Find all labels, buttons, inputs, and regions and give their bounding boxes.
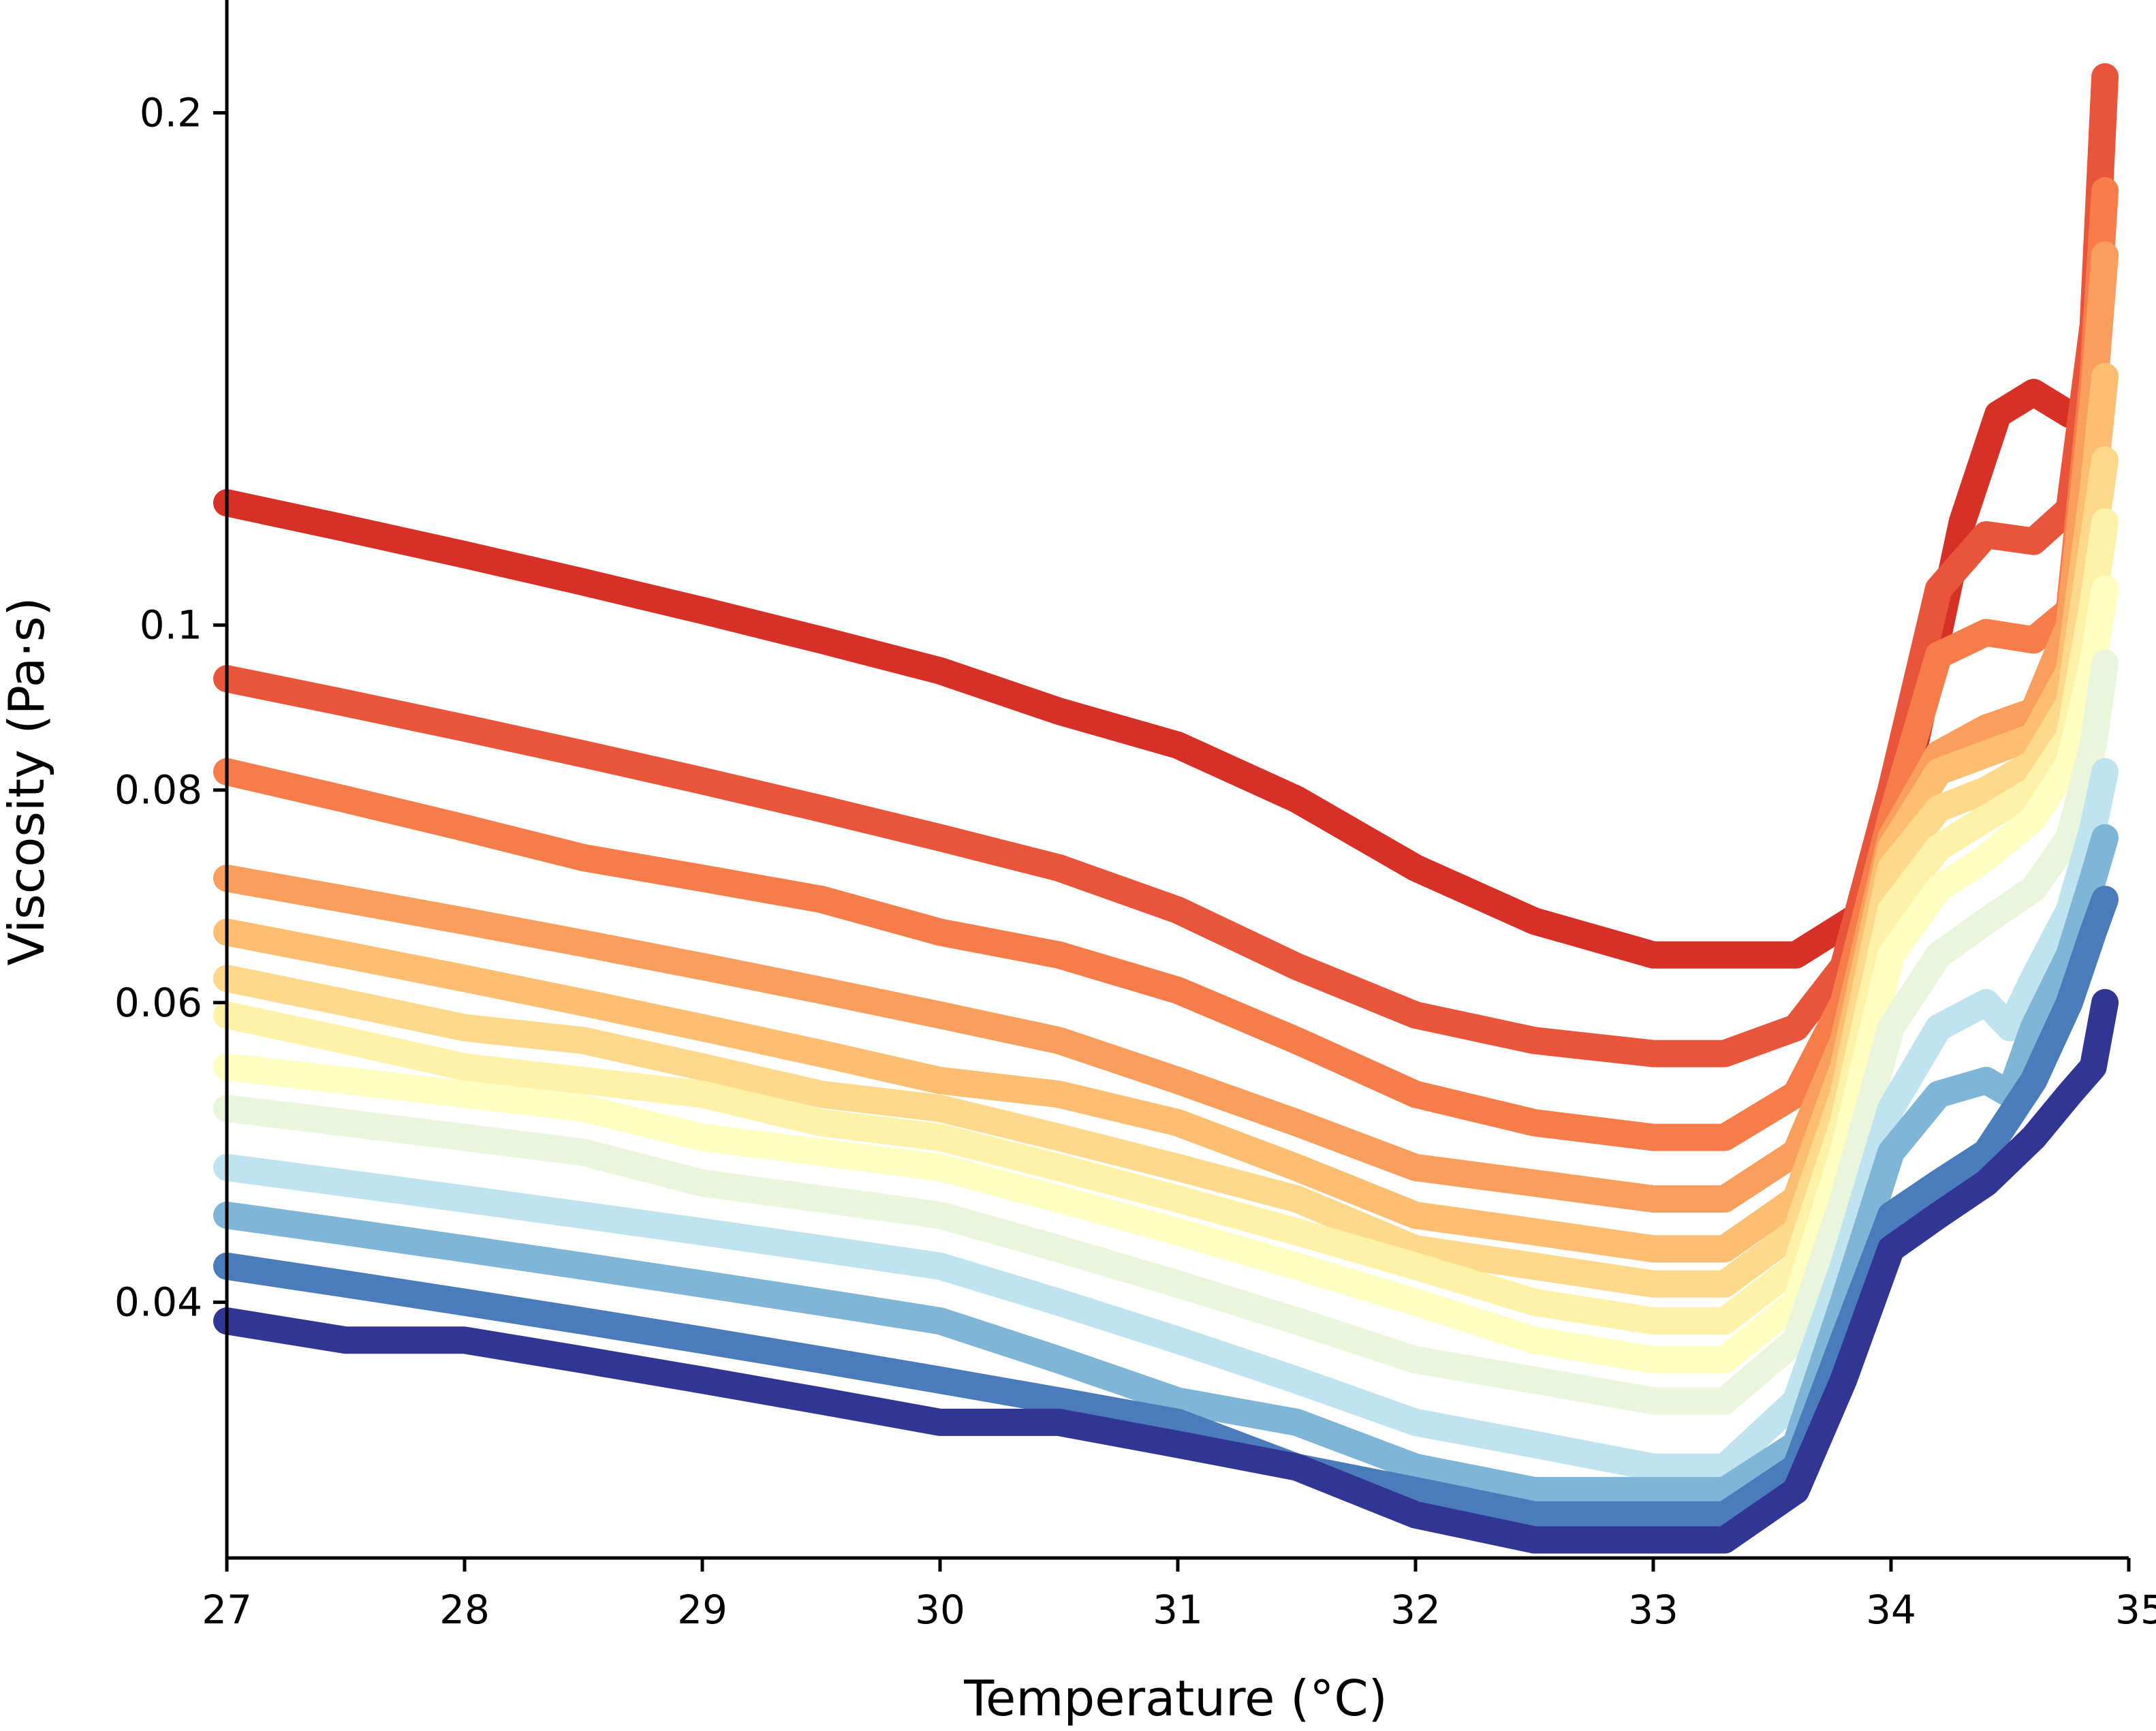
- series-line-4: [213, 241, 2119, 1213]
- x-tick-label: 29: [677, 1587, 728, 1633]
- x-tick-label: 35: [2115, 1587, 2156, 1633]
- series-line-1: [213, 379, 2107, 969]
- y-tick-label: 0.04: [114, 1279, 202, 1326]
- y-ticks: 0.04 0.06 0.08 0.1 0.2: [114, 90, 227, 1326]
- x-tick-label: 27: [202, 1587, 252, 1633]
- y-tick-label: 0.06: [114, 980, 202, 1026]
- y-tick-label: 0.1: [140, 602, 202, 649]
- series-line-5: [213, 362, 2119, 1263]
- y-axis-title: Viscosity (Pa·s): [0, 597, 55, 966]
- series-line-2: [213, 63, 2119, 1067]
- series-line-7: [213, 508, 2119, 1335]
- x-tick-label: 33: [1628, 1587, 1678, 1633]
- series-line-3: [213, 177, 2119, 1151]
- series-line-11: [213, 824, 2119, 1505]
- x-tick-label: 30: [915, 1587, 965, 1633]
- series-line-13: [213, 988, 2119, 1554]
- x-ticks: 27 28 29 30 31 32 33 34 35: [202, 1558, 2156, 1633]
- series-line-10: [213, 758, 2119, 1481]
- y-tick-label: 0.2: [140, 90, 202, 136]
- series-line-9: [213, 649, 2119, 1415]
- x-tick-label: 34: [1866, 1587, 1916, 1633]
- x-axis-title: Temperature (°C): [963, 1670, 1387, 1727]
- y-tick-label: 0.08: [114, 767, 202, 813]
- series-line-6: [213, 446, 2119, 1298]
- x-tick-label: 28: [439, 1587, 490, 1633]
- series-line-12: [213, 886, 2119, 1529]
- series-line-8: [213, 575, 2119, 1374]
- series-layer: [213, 63, 2119, 1554]
- x-tick-label: 32: [1390, 1587, 1441, 1633]
- x-tick-label: 31: [1153, 1587, 1203, 1633]
